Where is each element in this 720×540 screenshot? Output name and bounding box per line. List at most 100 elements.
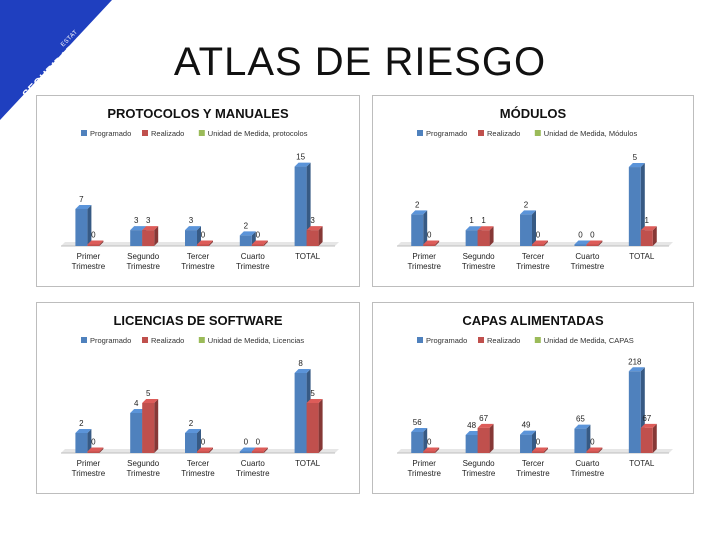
x-tick-label: Tercer	[522, 252, 545, 261]
x-tick-label: Segundo	[127, 459, 160, 468]
x-tick-label: Primer	[412, 252, 436, 261]
x-tick-label: Trimestre	[571, 262, 605, 271]
data-label: 3	[134, 216, 139, 225]
bar	[477, 226, 494, 246]
bar	[75, 204, 92, 246]
x-tick-label: Segundo	[127, 252, 160, 261]
data-label: 3	[310, 216, 315, 225]
chart-modulos: MÓDULOS Programado Realizado Unidad de Medi…	[397, 106, 673, 271]
corner-logo: ESTAT SEGURIDAD CIUDADANA	[0, 0, 120, 120]
data-label: 218	[628, 357, 642, 366]
x-tick-label: Cuarto	[241, 252, 266, 261]
data-label: 5	[146, 389, 151, 398]
x-tick-label: TOTAL	[295, 459, 321, 468]
data-label: 5	[633, 153, 638, 162]
bar	[197, 447, 213, 453]
chart-title: MÓDULOS	[500, 106, 567, 121]
bar	[87, 447, 104, 453]
x-tick-label: Trimestre	[72, 262, 106, 271]
x-tick-label: Trimestre	[462, 262, 496, 271]
legend-swatch	[417, 337, 423, 343]
x-tick-label: Tercer	[187, 459, 210, 468]
data-label: 0	[590, 438, 595, 447]
x-tick-label: Segundo	[463, 459, 496, 468]
corner-banner	[0, 0, 112, 120]
data-label: 2	[79, 419, 84, 428]
data-label: 0	[91, 438, 96, 447]
chart-panel-modulos: MÓDULOS Programado Realizado Unidad de Medi…	[372, 95, 694, 287]
x-tick-label: Trimestre	[126, 469, 160, 478]
x-tick-label: Segundo	[463, 252, 496, 261]
legend-swatch	[534, 130, 541, 136]
legend-label: Programado	[426, 129, 467, 138]
bar	[294, 162, 311, 246]
data-label: 2	[244, 221, 249, 230]
bar	[185, 429, 201, 453]
data-label: 0	[244, 438, 249, 447]
data-label: 0	[201, 231, 206, 240]
x-tick-label: Trimestre	[407, 262, 441, 271]
data-label: 0	[578, 231, 583, 240]
legend-label: Realizado	[487, 336, 520, 345]
x-tick-label: Trimestre	[236, 469, 270, 478]
chart-panel-protocolos: PROTOCOLOS Y MANUALES Programado Realizado…	[36, 95, 360, 287]
bar	[411, 428, 428, 453]
chart-licencias-software: LICENCIAS DE SOFTWARE Programado Realizado…	[61, 313, 339, 478]
data-label: 49	[522, 421, 531, 430]
legend-label: Programado	[90, 336, 131, 345]
bar	[520, 210, 536, 246]
data-label: 0	[201, 438, 206, 447]
x-tick-label: Trimestre	[462, 469, 496, 478]
bar	[87, 240, 104, 246]
data-label: 65	[576, 415, 585, 424]
data-label: 56	[413, 418, 422, 427]
legend-label: Unidad de Medida, Módulos	[544, 129, 638, 138]
bar	[574, 424, 591, 453]
data-label: 3	[146, 216, 151, 225]
x-tick-label: TOTAL	[629, 252, 655, 261]
x-tick-label: Tercer	[522, 459, 545, 468]
bar	[423, 240, 440, 246]
bar	[306, 399, 323, 453]
bar	[142, 226, 159, 246]
page-title: ATLAS DE RIESGO	[173, 40, 547, 84]
bar	[628, 163, 645, 246]
legend-swatch	[142, 130, 148, 136]
bar	[640, 226, 657, 246]
data-label: 48	[467, 421, 476, 430]
data-label: 8	[298, 359, 303, 368]
chart-panel-licencias: LICENCIAS DE SOFTWARE Programado Realizado…	[36, 302, 360, 494]
data-label: 1	[481, 216, 486, 225]
x-tick-label: Trimestre	[571, 469, 605, 478]
data-label: 67	[642, 414, 651, 423]
chart-title: PROTOCOLOS Y MANUALES	[107, 106, 289, 121]
data-label: 1	[469, 216, 474, 225]
data-label: 2	[415, 200, 420, 209]
data-label: 0	[590, 231, 595, 240]
legend-swatch	[478, 337, 484, 343]
legend-swatch	[478, 130, 484, 136]
data-label: 7	[79, 195, 84, 204]
bar	[75, 429, 92, 453]
chart-protocolos-manuales: PROTOCOLOS Y MANUALES Programado Realizado…	[61, 106, 339, 271]
x-tick-label: Cuarto	[241, 459, 266, 468]
bar	[423, 447, 440, 453]
legend-swatch	[198, 337, 205, 343]
data-label: 2	[189, 419, 194, 428]
legend-label: Unidad de Medida, protocolos	[208, 129, 308, 138]
legend-swatch	[142, 337, 148, 343]
data-label: 0	[91, 231, 96, 240]
legend-swatch	[417, 130, 423, 136]
bar	[477, 423, 494, 453]
data-label: 67	[479, 414, 488, 423]
legend-label: Unidad de Medida, CAPAS	[544, 336, 634, 345]
x-tick-label: Primer	[412, 459, 436, 468]
data-label: 0	[256, 438, 261, 447]
data-label: 15	[296, 153, 305, 162]
legend-label: Realizado	[487, 129, 520, 138]
data-label: 1	[645, 216, 650, 225]
x-tick-label: Trimestre	[181, 469, 215, 478]
data-label: 0	[536, 438, 541, 447]
x-tick-label: Trimestre	[407, 469, 441, 478]
data-label: 2	[524, 200, 529, 209]
